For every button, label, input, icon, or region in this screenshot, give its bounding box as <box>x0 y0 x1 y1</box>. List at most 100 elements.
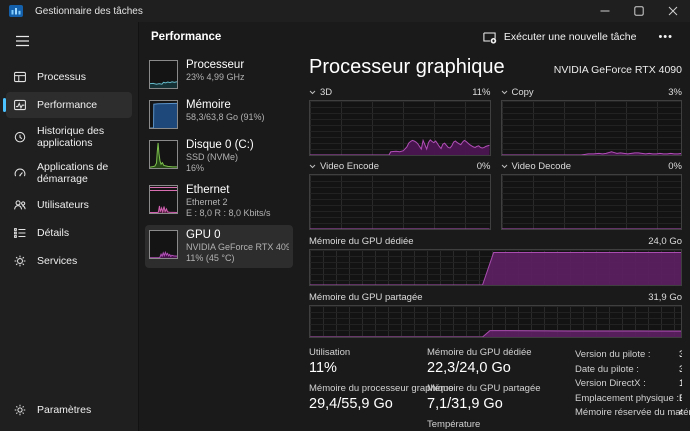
resource-name: Ethernet <box>186 184 230 196</box>
resource-detail: 23% 4,99 GHz <box>186 72 245 82</box>
cpu-thumbnail-graph <box>149 60 178 89</box>
selected-accent-bar <box>3 98 6 112</box>
engine-chart-value: 0% <box>476 161 491 172</box>
gpu-panel-title: Processeur graphique <box>309 56 505 78</box>
titlebar: Gestionnaire des tâches <box>0 0 690 22</box>
history-icon <box>12 129 28 145</box>
sidebar-item-label: Historique des applications <box>37 125 105 149</box>
sidebar-item-label: Processus <box>37 71 87 83</box>
memory-chart-label: Mémoire du GPU partagée <box>309 292 423 303</box>
resource-detail: 11% (45 °C) <box>186 253 235 263</box>
dedicated-memory-chart <box>309 249 682 286</box>
resource-detail: E : 8,0 R : 8,0 Kbits/s <box>186 208 271 218</box>
list-item-memory[interactable]: Mémoire 58,3/63,8 Go (91%) <box>145 95 293 133</box>
engine-chart-label: Copy <box>511 87 534 98</box>
gpu-driver-info: Version du pilote : 32.0.15.9174 Date du… <box>575 348 690 431</box>
sidebar-item-parametres[interactable]: Paramètres <box>6 397 132 423</box>
info-physical-location: Emplacement physique : Bus PCI 1, périph… <box>575 392 682 404</box>
sidebar-spacer <box>0 275 138 396</box>
resource-name: GPU 0 <box>186 229 221 241</box>
disk-thumbnail-graph <box>149 140 178 169</box>
hamburger-icon[interactable] <box>7 29 37 53</box>
info-driver-date: Date du pilote : 30/12/2025 <box>575 363 682 375</box>
minimize-icon[interactable] <box>588 0 622 22</box>
sidebar-item-label: Applications de démarrage <box>37 161 109 185</box>
engine-chart-value: 0% <box>668 161 682 172</box>
ethernet-thumbnail-graph <box>149 185 178 214</box>
run-new-task-button[interactable]: Exécuter une nouvelle tâche <box>473 26 646 48</box>
sidebar-item-historique[interactable]: Historique des applications <box>6 120 132 154</box>
sidebar-item-demarrage[interactable]: Applications de démarrage <box>6 156 132 190</box>
resource-detail: SSD (NVMe) <box>186 152 239 162</box>
sidebar-item-label: Détails <box>37 227 70 239</box>
run-new-task-label: Exécuter une nouvelle tâche <box>503 31 637 43</box>
settings-icon <box>12 402 28 418</box>
services-icon <box>12 253 28 269</box>
sidebar-item-processus[interactable]: Processus <box>6 64 132 90</box>
video-encode-chart <box>309 174 491 230</box>
engine-chart-label: Video Encode <box>320 161 379 172</box>
memory-chart-capacity: 31,9 Go <box>648 292 682 303</box>
chevron-down-icon[interactable] <box>309 164 316 169</box>
sidebar-item-label: Performance <box>37 99 98 111</box>
maximize-icon[interactable] <box>622 0 656 22</box>
video-decode-chart <box>500 174 682 230</box>
memory-chart-label: Mémoire du GPU dédiée <box>309 236 414 247</box>
info-directx-version: Version DirectX : 12 (FL 12.2) <box>575 378 682 389</box>
sidebar-item-label: Paramètres <box>37 404 92 416</box>
stat-shared-memory: Mémoire du GPU partagée 7,1/31,9 Go <box>427 383 541 412</box>
stat-gpu-processor-memory: Mémoire du processeur graphique 29,4/55,… <box>309 383 454 412</box>
resource-detail: NVIDIA GeForce RTX 4090 <box>186 242 289 252</box>
memory-chart-capacity: 24,0 Go <box>648 236 682 247</box>
shared-memory-section: Mémoire du GPU partagée 31,9 Go <box>309 290 682 338</box>
main-header: Performance Exécuter une nouvelle tâche … <box>139 22 690 52</box>
close-icon[interactable] <box>656 0 690 22</box>
list-item-cpu[interactable]: Processeur 23% 4,99 GHz <box>145 55 293 93</box>
chevron-down-icon[interactable] <box>309 90 316 95</box>
engine-chart-value: 3% <box>668 87 682 98</box>
resource-name: Disque 0 (C:) <box>186 139 254 151</box>
dedicated-memory-section: Mémoire du GPU dédiée 24,0 Go <box>309 234 682 286</box>
engine-chart-video-decode: Video Decode 0% <box>500 159 682 230</box>
info-reserved-memory: Mémoire réservée du matériel : 438 Mo <box>575 407 690 418</box>
gpu-detail-panel: Processeur graphique NVIDIA GeForce RTX … <box>297 52 690 431</box>
sidebar-item-services[interactable]: Services <box>6 248 132 274</box>
stat-utilisation: Utilisation 11% <box>309 347 351 376</box>
performance-resource-list: Processeur 23% 4,99 GHz Mémoire 58,3/63,… <box>139 52 297 431</box>
sidebar: Processus Performance Historique des app… <box>0 22 138 431</box>
ethernet-topline <box>150 187 177 191</box>
resource-detail: 58,3/63,8 Go (91%) <box>186 112 265 122</box>
gpu-thumbnail-graph <box>149 230 178 259</box>
info-driver-version: Version du pilote : 32.0.15.9174 <box>575 349 682 360</box>
shared-memory-chart <box>309 305 682 338</box>
performance-icon <box>12 97 28 113</box>
window-title: Gestionnaire des tâches <box>35 5 143 17</box>
3d-usage-chart <box>309 100 491 156</box>
engine-chart-video-encode: Video Encode 0% <box>309 159 491 230</box>
engine-chart-3d: 3D 11% <box>309 85 491 156</box>
new-task-icon <box>483 32 497 44</box>
stat-temperature: Température 45 °C <box>427 419 481 430</box>
more-icon[interactable]: ••• <box>658 31 673 43</box>
chevron-down-icon[interactable] <box>501 164 508 169</box>
resource-name: Processeur <box>186 59 245 71</box>
engine-chart-label: Video Decode <box>511 161 572 172</box>
copy-usage-chart <box>500 100 682 156</box>
page-title: Performance <box>151 31 222 43</box>
sidebar-item-label: Utilisateurs <box>37 199 89 211</box>
list-item-ethernet[interactable]: Ethernet Ethernet 2 E : 8,0 R : 8,0 Kbit… <box>145 180 293 223</box>
list-item-gpu[interactable]: GPU 0 NVIDIA GeForce RTX 4090 11% (45 °C… <box>145 225 293 268</box>
list-item-disk[interactable]: Disque 0 (C:) SSD (NVMe) 16% <box>145 135 293 178</box>
stat-dedicated-memory: Mémoire du GPU dédiée 22,3/24,0 Go <box>427 347 532 376</box>
resource-detail: 16% <box>186 163 205 173</box>
engine-chart-copy: Copy 3% <box>500 85 682 156</box>
task-manager-logo <box>9 5 23 17</box>
sidebar-item-performance[interactable]: Performance <box>3 92 132 118</box>
sidebar-item-utilisateurs[interactable]: Utilisateurs <box>6 192 132 218</box>
memory-thumbnail-graph <box>149 100 178 129</box>
engine-chart-label: 3D <box>320 87 333 98</box>
chevron-down-icon[interactable] <box>501 90 508 95</box>
sidebar-item-details[interactable]: Détails <box>6 220 132 246</box>
details-icon <box>12 225 28 241</box>
